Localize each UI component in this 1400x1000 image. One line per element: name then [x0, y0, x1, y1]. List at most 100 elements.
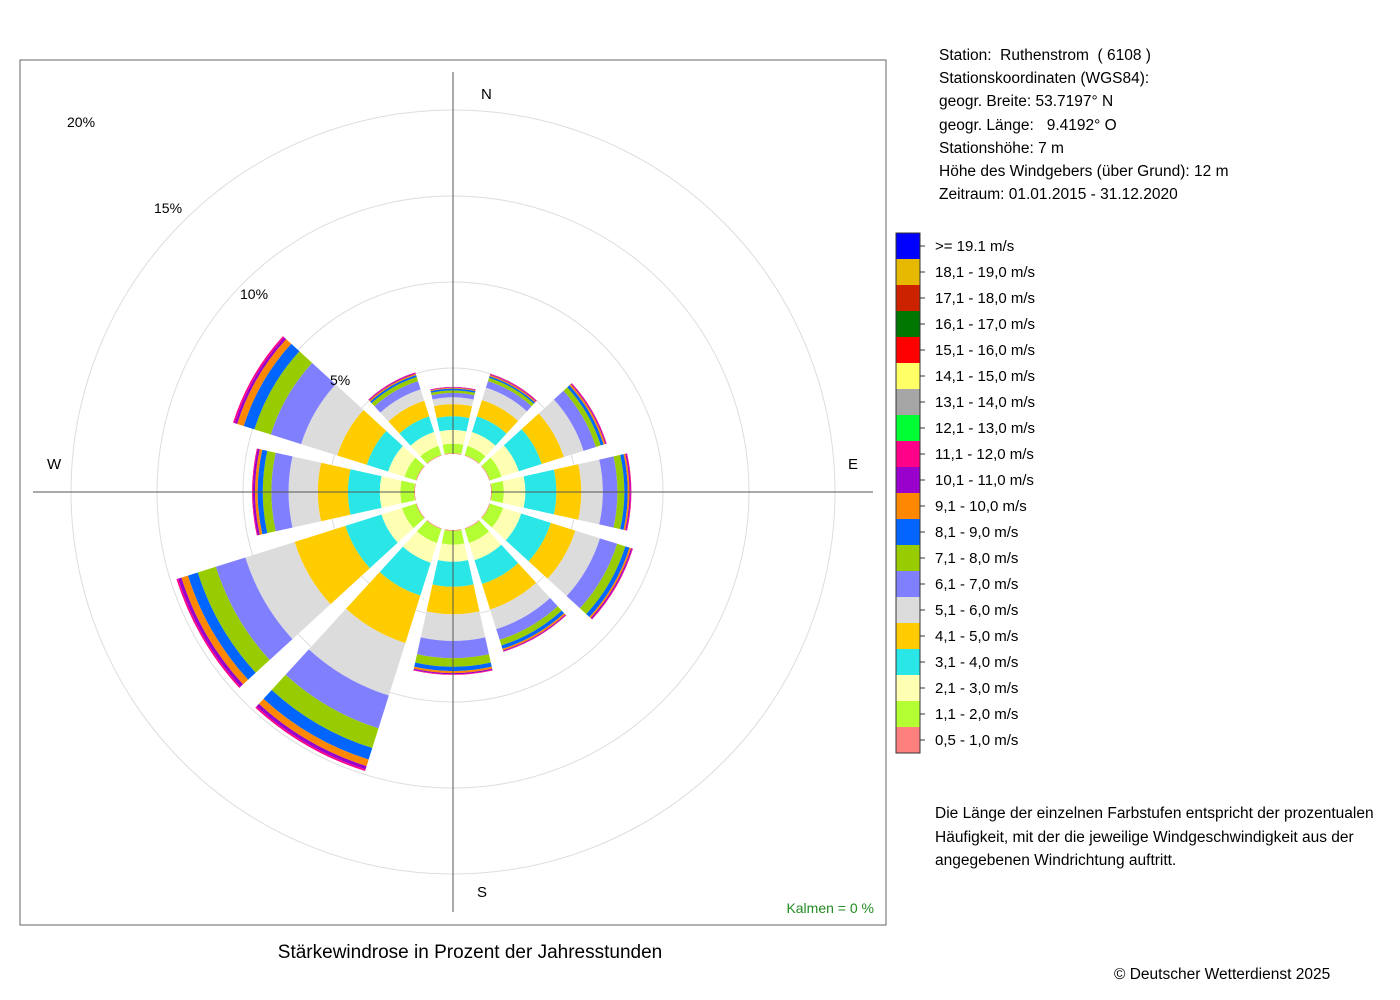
sector-210-band-8: [271, 674, 379, 749]
sector-270-band-12: [252, 448, 258, 536]
sector-270-band-1: [414, 483, 416, 501]
sector-210-band-2: [416, 520, 442, 544]
calm-label: Kalmen = 0 %: [786, 900, 874, 916]
sector-300-band-4: [366, 430, 403, 472]
note-line: Häufigkeit, mit der die jeweilige Windge…: [935, 828, 1354, 846]
speed-legend: >= 19.1 m/s 18,1 - 19,0 m/s 17,1 - 18,0 m/…: [895, 232, 1035, 754]
sector-270-band-10: [255, 449, 263, 535]
sector-180-band-10: [413, 666, 493, 674]
sector-210-band-4: [379, 546, 431, 596]
sector-90-band-9: [620, 454, 628, 530]
legend-label: 18,1 - 19,0 m/s: [935, 264, 1035, 281]
sector-120-band-9: [586, 546, 630, 618]
legend-swatch: [896, 285, 920, 311]
sector-240-band-9: [187, 572, 256, 680]
legend-label: 11,1 - 12,0 m/s: [935, 446, 1034, 463]
time-period: Zeitraum: 01.01.2015 - 31.12.2020: [939, 186, 1178, 204]
direction-label-south: S: [477, 884, 487, 901]
legend-swatch: [896, 233, 920, 259]
sector-60-band-7: [553, 390, 596, 451]
sector-300-band-6: [301, 384, 364, 456]
explanation-note: Die Länge der einzelnen Farbstufen entsp…: [935, 802, 1374, 873]
legend-label: 8,1 - 9,0 m/s: [935, 524, 1018, 541]
sector-0-band-12: [430, 386, 476, 390]
sector-0-band-10: [430, 387, 476, 392]
legend-swatch: [896, 649, 920, 675]
sector-150-band-3: [469, 531, 502, 561]
legend-swatch: [896, 701, 920, 727]
sector-270-band-11: [252, 448, 260, 536]
sector-330-band-4: [399, 416, 435, 446]
sector-300-band-2: [404, 457, 425, 481]
sector-120-band-6: [547, 530, 600, 597]
sector-60-band-6: [538, 399, 584, 458]
legend-label: 13,1 - 14,0 m/s: [935, 394, 1035, 411]
sector-120-band-5: [528, 522, 576, 579]
legend-label: 1,1 - 2,0 m/s: [935, 706, 1018, 723]
sector-60-band-3: [490, 445, 519, 477]
legend-label: 9,1 - 10,0 m/s: [935, 498, 1027, 515]
legend-swatch: [896, 519, 920, 545]
legend-label: 6,1 - 7,0 m/s: [935, 576, 1018, 593]
station-name: Station: Ruthenstrom ( 6108 ): [939, 47, 1151, 64]
sector-0-band-1: [444, 453, 462, 455]
legend-label: 10,1 - 11,0 m/s: [935, 472, 1034, 489]
coords-heading: Stationskoordinaten (WGS84):: [939, 70, 1150, 88]
legend-label: 14,1 - 15,0 m/s: [935, 368, 1035, 385]
sector-90-band-12: [626, 453, 632, 531]
legend-label: 7,1 - 8,0 m/s: [935, 550, 1018, 567]
sector-150-band-6: [490, 582, 551, 630]
sector-240-band-7: [215, 557, 293, 661]
legend-label: 12,1 - 13,0 m/s: [935, 420, 1035, 437]
note-line: Die Länge der einzelnen Farbstufen entsp…: [935, 805, 1374, 822]
sector-150-band-4: [474, 544, 519, 585]
legend-swatch: [896, 571, 920, 597]
legend-label: 15,1 - 16,0 m/s: [935, 342, 1035, 359]
sector-330-band-5: [388, 400, 430, 434]
chart-title: Stärkewindrose in Prozent der Jahresstun…: [277, 942, 663, 963]
sector-120-band-3: [491, 507, 522, 541]
sector-120-band-7: [566, 538, 618, 609]
sector-30-band-3: [467, 431, 496, 457]
sector-60-band-8: [563, 387, 601, 447]
sensor-height: Höhe des Windgebers (über Grund): 12 m: [939, 163, 1229, 181]
latitude: geogr. Breite: 53.7197° N: [939, 93, 1114, 111]
note-line: angegebenen Windrichtung auftritt.: [935, 852, 1177, 869]
sector-300-band-8: [254, 351, 313, 435]
ring-label-20: 20%: [67, 114, 95, 130]
direction-label-west: W: [47, 456, 62, 473]
sector-210-band-9: [263, 689, 373, 760]
legend-label: 5,1 - 6,0 m/s: [935, 602, 1018, 619]
legend-swatch: [896, 259, 920, 285]
sector-300-band-1: [415, 465, 425, 481]
sector-120-band-8: [579, 543, 626, 615]
legend-label: 16,1 - 17,0 m/s: [935, 316, 1035, 333]
sector-330-band-10: [369, 373, 417, 402]
sector-30-band-9: [488, 376, 536, 404]
legend-label: >= 19.1 m/s: [935, 238, 1014, 255]
sector-240-band-8: [197, 566, 270, 673]
legend-swatch: [896, 467, 920, 493]
sector-150-band-10: [502, 613, 566, 651]
sector-60-band-5: [521, 413, 564, 465]
legend-swatch: [896, 623, 920, 649]
sector-60-band-4: [503, 429, 542, 472]
sector-30-band-6: [482, 387, 527, 421]
sector-60-band-10: [569, 384, 606, 445]
sector-330-band-9: [370, 375, 417, 404]
legend-label: 0,5 - 1,0 m/s: [935, 732, 1018, 749]
sector-120-band-2: [481, 503, 504, 528]
sector-330-band-1: [426, 454, 442, 464]
sector-120-band-1: [481, 503, 491, 519]
sector-240-band-10: [181, 575, 249, 685]
sector-300-band-7: [270, 362, 336, 445]
ring-label-10: 10%: [240, 286, 268, 302]
direction-label-north: N: [481, 86, 492, 103]
legend-label: 4,1 - 5,0 m/s: [935, 628, 1018, 645]
calm-center: [415, 454, 491, 530]
legend-swatch: [896, 363, 920, 389]
sector-150-band-8: [499, 606, 562, 646]
legend-swatch: [896, 337, 920, 363]
sector-30-band-8: [487, 377, 534, 407]
